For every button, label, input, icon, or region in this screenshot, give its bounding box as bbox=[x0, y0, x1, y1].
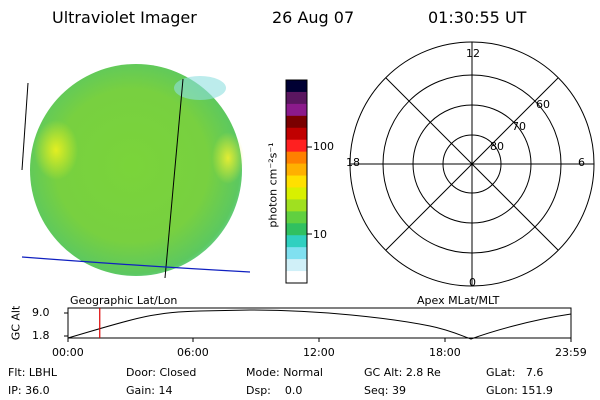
colorbar-segment bbox=[286, 139, 307, 153]
info-gc-alt: GC Alt: 2.8 Re bbox=[364, 366, 441, 379]
polar-label-18: 18 bbox=[346, 156, 360, 169]
altitude-axis-label: GC Alt bbox=[9, 305, 23, 341]
colorbar-segment bbox=[286, 271, 307, 284]
info-door: Door: Closed bbox=[126, 366, 197, 379]
longitude-line bbox=[164, 78, 184, 279]
colorbar-segment bbox=[286, 211, 307, 224]
colorbar-label-10: 10 bbox=[313, 228, 327, 241]
colorbar-segment bbox=[286, 80, 307, 93]
x-tick-1800: 18:00 bbox=[429, 346, 461, 359]
info-glon: GLon: 151.9 bbox=[486, 384, 553, 397]
apex-label: Apex MLat/MLT bbox=[417, 294, 500, 307]
colorbar-segment bbox=[286, 91, 307, 105]
geographic-label: Geographic Lat/Lon bbox=[70, 294, 178, 307]
altitude-tick-low: 1.8 bbox=[32, 329, 50, 342]
instrument-title: Ultraviolet Imager bbox=[52, 8, 197, 27]
x-tick-0600: 06:00 bbox=[177, 346, 209, 359]
info-mode: Mode: Normal bbox=[246, 366, 323, 379]
colorbar-label-100: 100 bbox=[313, 140, 334, 153]
colorbar-segment bbox=[286, 187, 307, 200]
info-gain: Gain: 14 bbox=[126, 384, 173, 397]
polar-plot bbox=[349, 41, 595, 287]
colorbar-segment bbox=[286, 235, 307, 248]
polar-ring-70: 70 bbox=[512, 120, 526, 133]
uv-earth-image bbox=[21, 64, 251, 279]
time-label: 01:30:55 UT bbox=[428, 8, 527, 27]
colorbar-segment bbox=[286, 163, 307, 177]
colorbar-frame bbox=[285, 79, 308, 284]
info-glat: GLat: 7.6 bbox=[486, 366, 544, 379]
x-tick-1200: 12:00 bbox=[303, 346, 335, 359]
colorbar-segment bbox=[286, 223, 307, 236]
info-dsp: Dsp: 0.0 bbox=[246, 384, 303, 397]
x-tick-2359: 23:59 bbox=[555, 346, 587, 359]
polar-ring-60: 60 bbox=[536, 98, 550, 111]
polar-label-0: 0 bbox=[469, 276, 476, 289]
info-seq: Seq: 39 bbox=[364, 384, 406, 397]
info-ip: IP: 36.0 bbox=[8, 384, 50, 397]
colorbar-segment bbox=[286, 127, 307, 141]
date-label: 26 Aug 07 bbox=[272, 8, 355, 27]
colorbar-segment bbox=[286, 103, 307, 117]
colorbar bbox=[285, 79, 308, 284]
colorbar-segment bbox=[286, 199, 307, 212]
polar-label-12: 12 bbox=[466, 47, 480, 60]
colorbar-segment bbox=[286, 115, 307, 129]
latitude-line-left bbox=[21, 82, 29, 171]
altitude-curve bbox=[67, 309, 572, 340]
polar-ring-80: 80 bbox=[490, 140, 504, 153]
altitude-tick-high: 9.0 bbox=[32, 306, 50, 319]
colorbar-unit-label: photon cm⁻²s⁻¹ bbox=[266, 142, 280, 228]
info-flt: Flt: LBHL bbox=[8, 366, 57, 379]
altitude-plot bbox=[64, 307, 572, 342]
latitude-line-blue bbox=[21, 256, 251, 273]
colorbar-segment bbox=[286, 247, 307, 260]
colorbar-segment bbox=[286, 151, 307, 165]
colorbar-segment bbox=[286, 259, 307, 272]
polar-label-6: 6 bbox=[578, 156, 585, 169]
colorbar-segment bbox=[286, 175, 307, 188]
x-tick-0000: 00:00 bbox=[52, 346, 84, 359]
